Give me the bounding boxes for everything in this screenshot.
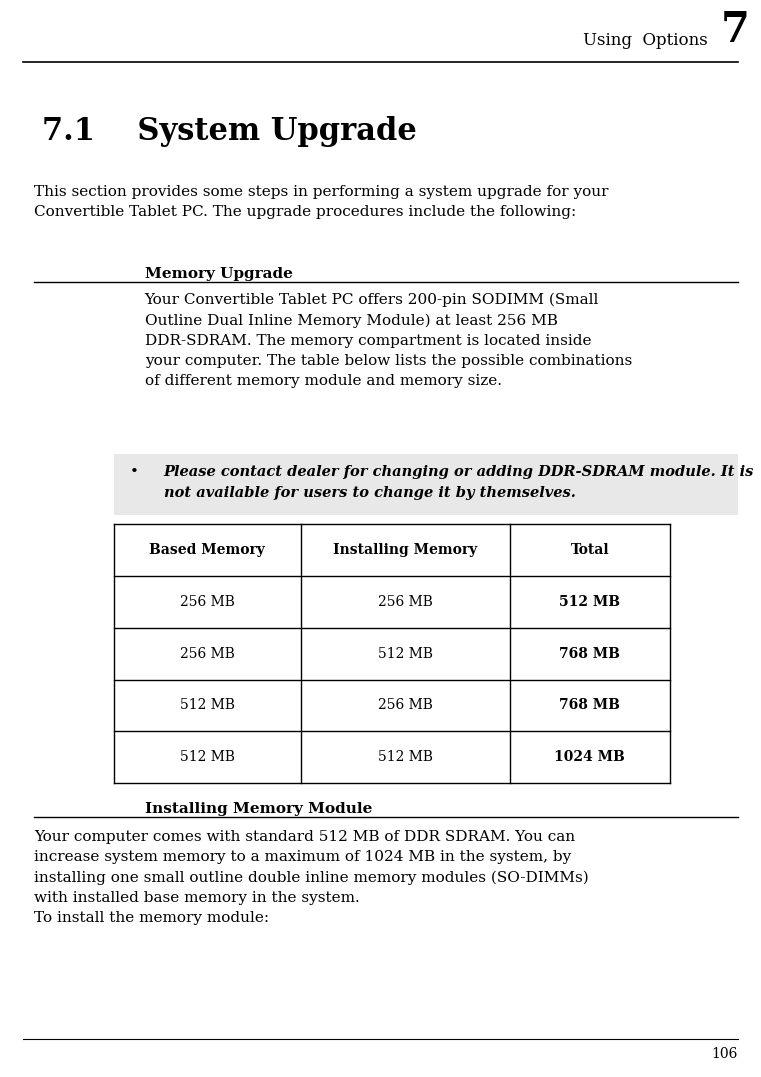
Text: Based Memory: Based Memory: [149, 544, 266, 557]
Text: 256 MB: 256 MB: [377, 699, 433, 712]
Text: Your computer comes with standard 512 MB of DDR SDRAM. You can
increase system m: Your computer comes with standard 512 MB…: [34, 830, 589, 925]
Text: 512 MB: 512 MB: [377, 647, 433, 660]
Text: 512 MB: 512 MB: [180, 751, 235, 764]
Text: 512 MB: 512 MB: [377, 751, 433, 764]
Text: Memory Upgrade: Memory Upgrade: [145, 267, 292, 281]
Text: Installing Memory Module: Installing Memory Module: [145, 802, 372, 816]
Text: 106: 106: [712, 1047, 738, 1061]
Text: 768 MB: 768 MB: [559, 699, 620, 712]
Text: 256 MB: 256 MB: [377, 596, 433, 609]
Text: Total: Total: [571, 544, 609, 557]
Text: 512 MB: 512 MB: [559, 596, 620, 609]
Text: •: •: [129, 465, 139, 479]
Text: This section provides some steps in performing a system upgrade for your
Convert: This section provides some steps in perf…: [34, 185, 609, 219]
Text: Your Convertible Tablet PC offers 200-pin SODIMM (Small
Outline Dual Inline Memo: Your Convertible Tablet PC offers 200-pi…: [145, 293, 632, 388]
Text: 7: 7: [721, 9, 750, 51]
FancyBboxPatch shape: [114, 454, 738, 515]
Text: Installing Memory: Installing Memory: [333, 544, 477, 557]
Text: 256 MB: 256 MB: [180, 647, 235, 660]
Text: Using  Options: Using Options: [583, 32, 708, 50]
Text: 1024 MB: 1024 MB: [555, 751, 625, 764]
Text: 7.1    System Upgrade: 7.1 System Upgrade: [42, 116, 417, 148]
Text: Please contact dealer for changing or adding DDR-SDRAM module. It is
not availab: Please contact dealer for changing or ad…: [164, 465, 754, 501]
Text: 256 MB: 256 MB: [180, 596, 235, 609]
Text: 768 MB: 768 MB: [559, 647, 620, 660]
Text: 512 MB: 512 MB: [180, 699, 235, 712]
